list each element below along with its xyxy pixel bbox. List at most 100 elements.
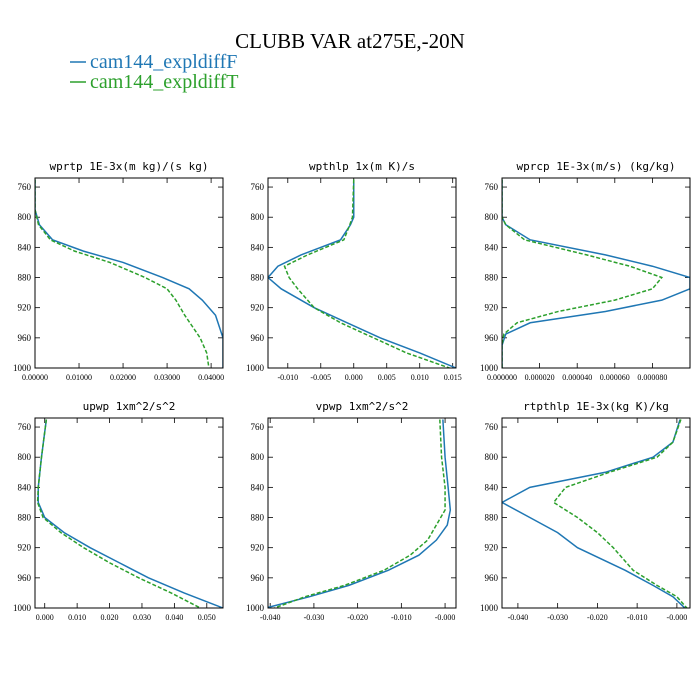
x-tick-label: -0.040 [260,613,281,622]
y-tick-label: 960 [485,573,499,583]
y-tick-label: 920 [18,303,32,313]
x-tick-label: 0.020 [101,613,119,622]
y-tick-label: 920 [485,543,499,553]
y-tick-label: 760 [485,182,499,192]
x-tick-label: 0.015 [444,373,462,382]
y-tick-label: 760 [485,422,499,432]
x-tick-label: 0.010 [411,373,429,382]
y-tick-label: 920 [251,303,265,313]
y-tick-label: 1000 [480,603,499,613]
y-tick-label: 840 [18,482,32,492]
x-tick-label: 0.000040 [562,373,592,382]
y-tick-label: 880 [18,513,32,523]
y-tick-label: 840 [485,242,499,252]
y-tick-label: 840 [251,482,265,492]
plot-frame [267,417,457,609]
y-tick-label: 960 [251,573,265,583]
panel-title: wprcp 1E-3x(m/s) (kg/kg) [517,160,676,173]
series-line [268,419,452,608]
y-tick-label: 760 [18,182,32,192]
plot-frame [501,177,691,369]
y-tick-label: 800 [485,452,499,462]
series-line [283,179,450,368]
series-line [502,419,686,608]
y-tick-label: 960 [251,333,265,343]
x-tick-label: -0.020 [587,613,608,622]
plot-frame [501,417,691,609]
y-tick-label: 920 [485,303,499,313]
x-tick-label: -0.040 [508,613,529,622]
series-line [274,419,446,608]
x-tick-label: 0.000060 [600,373,630,382]
x-tick-label: 0.005 [378,373,396,382]
y-tick-label: 1000 [246,603,265,613]
y-tick-label: 800 [18,452,32,462]
y-tick-label: 800 [251,212,265,222]
x-tick-label: 0.02000 [110,373,136,382]
y-tick-label: 760 [251,182,265,192]
panel-title: wpthlp 1x(m K)/s [309,160,415,173]
x-tick-label: 0.000000 [487,373,517,382]
y-tick-label: 800 [485,212,499,222]
series-line [36,419,201,608]
series-line [35,179,223,368]
x-tick-label: 0.000020 [525,373,555,382]
x-tick-label: -0.005 [310,373,331,382]
y-tick-label: 1000 [246,363,265,373]
x-tick-label: -0.020 [347,613,368,622]
y-tick-label: 840 [18,242,32,252]
series-line [35,179,210,368]
y-tick-label: 880 [251,273,265,283]
y-tick-label: 920 [18,543,32,553]
y-tick-label: 800 [251,452,265,462]
y-tick-label: 880 [251,513,265,523]
x-tick-label: -0.010 [391,613,412,622]
y-tick-label: 960 [18,573,32,583]
x-tick-label: 0.000 [36,613,54,622]
y-tick-label: 840 [251,242,265,252]
x-tick-label: -0.030 [547,613,568,622]
y-tick-label: 960 [485,333,499,343]
x-tick-label: 0.010 [68,613,86,622]
x-tick-label: 0.00000 [22,373,48,382]
y-tick-label: 760 [18,422,32,432]
y-tick-label: 880 [18,273,32,283]
series-line [552,419,688,608]
panel-title: upwp 1xm^2/s^2 [83,400,176,413]
series-line [502,179,664,368]
x-tick-label: 0.03000 [154,373,180,382]
panel-title: rtpthlp 1E-3x(kg K)/kg [523,400,669,413]
x-tick-label: 0.030 [133,613,151,622]
y-tick-label: 920 [251,543,265,553]
y-tick-label: 1000 [480,363,499,373]
x-tick-label: -0.010 [627,613,648,622]
plot-frame [267,177,457,369]
y-tick-label: 880 [485,513,499,523]
figure-title: CLUBB VAR at275E,-20N [235,29,465,53]
x-tick-label: 0.01000 [66,373,92,382]
x-tick-label: 0.050 [198,613,216,622]
y-tick-label: 960 [18,333,32,343]
x-tick-label: 0.000080 [637,373,667,382]
y-tick-label: 840 [485,482,499,492]
x-tick-label: -0.010 [277,373,298,382]
plot-frame [34,177,224,369]
y-tick-label: 1000 [13,603,32,613]
x-tick-label: -0.030 [304,613,325,622]
plot-frame [34,417,224,609]
x-tick-label: -0.000 [667,613,688,622]
y-tick-label: 880 [485,273,499,283]
legend-label: cam144_expldiffF [90,51,237,73]
panel-title: vpwp 1xm^2/s^2 [316,400,409,413]
x-tick-label: 0.000 [345,373,363,382]
x-tick-label: -0.000 [435,613,456,622]
panel-title: wprtp 1E-3x(m kg)/(s kg) [50,160,209,173]
y-tick-label: 1000 [13,363,32,373]
x-tick-label: 0.04000 [198,373,224,382]
y-tick-label: 800 [18,212,32,222]
y-tick-label: 760 [251,422,265,432]
x-tick-label: 0.040 [165,613,183,622]
